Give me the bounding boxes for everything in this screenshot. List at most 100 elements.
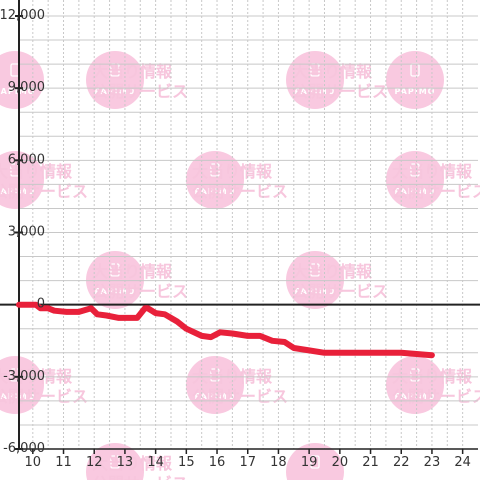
data-point bbox=[90, 307, 92, 309]
watermark-logo-text: PAPIMO bbox=[395, 87, 436, 96]
data-point bbox=[164, 313, 166, 315]
data-point bbox=[78, 311, 80, 313]
data-point bbox=[176, 321, 178, 323]
watermark-logo-text: PAPIMO bbox=[295, 87, 336, 96]
data-point bbox=[339, 352, 341, 354]
data-point bbox=[247, 335, 249, 337]
watermark-line-2: 公開サービス bbox=[192, 387, 288, 406]
x-tick-label: 14 bbox=[147, 455, 164, 470]
watermark-logo bbox=[86, 443, 144, 480]
watermark-logo bbox=[386, 51, 444, 109]
x-tick-label: 24 bbox=[454, 455, 471, 470]
data-point bbox=[416, 353, 418, 355]
data-point bbox=[136, 317, 138, 319]
watermark-logo bbox=[286, 251, 344, 309]
x-tick-label: 20 bbox=[332, 455, 349, 470]
data-point bbox=[144, 307, 146, 309]
x-tick-label: 11 bbox=[55, 455, 72, 470]
x-tick-label: 22 bbox=[393, 455, 410, 470]
watermark-line-1: 大当り情報 bbox=[92, 62, 173, 81]
x-tick-label: 19 bbox=[301, 455, 318, 470]
y-tick-label: -6,000 bbox=[3, 441, 45, 456]
watermark-phone-icon bbox=[310, 263, 320, 277]
x-tick-label: 12 bbox=[86, 455, 103, 470]
data-point bbox=[155, 312, 157, 314]
data-point bbox=[185, 328, 187, 330]
data-point bbox=[308, 349, 310, 351]
watermark-line-2: 公開サービス bbox=[292, 282, 388, 301]
watermark-phone-icon bbox=[210, 163, 220, 177]
watermark-logo bbox=[386, 356, 444, 414]
watermark-logo bbox=[286, 51, 344, 109]
x-tick-label: 16 bbox=[209, 455, 226, 470]
watermark-line-1: 大当り情報 bbox=[92, 262, 173, 281]
watermark-logo-text: PAPIMO bbox=[0, 187, 35, 196]
watermark-line-1: 大当り情報 bbox=[292, 62, 373, 81]
data-point bbox=[106, 314, 108, 316]
watermark-phone-icon bbox=[110, 455, 120, 469]
data-point bbox=[219, 331, 221, 333]
watermark-line-2: 公開サービス bbox=[0, 182, 88, 201]
data-point bbox=[431, 354, 433, 356]
watermark-logo bbox=[186, 151, 244, 209]
data-point bbox=[231, 333, 233, 335]
watermark-line-2: 公開サービス bbox=[92, 282, 188, 301]
x-tick-label: 13 bbox=[117, 455, 134, 470]
watermark-logo bbox=[86, 251, 144, 309]
watermark-logo bbox=[86, 51, 144, 109]
y-tick-label: 0 bbox=[37, 297, 45, 312]
x-tick-label: 15 bbox=[178, 455, 195, 470]
y-tick-label: 3,000 bbox=[8, 225, 45, 240]
data-point bbox=[293, 347, 295, 349]
data-point bbox=[201, 335, 203, 337]
data-point bbox=[147, 307, 149, 309]
x-tick-label: 17 bbox=[239, 455, 256, 470]
x-tick-label: 18 bbox=[270, 455, 287, 470]
watermark-logo-text: PAPIMO bbox=[0, 392, 35, 401]
x-tick-label: 23 bbox=[424, 455, 441, 470]
data-point bbox=[35, 304, 37, 306]
watermark-line-1: 大当り情報 bbox=[192, 162, 273, 181]
data-point bbox=[39, 307, 41, 309]
watermark-logo bbox=[286, 443, 344, 480]
watermark-logo-text: PAPIMO bbox=[195, 392, 236, 401]
data-point bbox=[53, 310, 55, 312]
y-tick-label: 12,000 bbox=[0, 8, 45, 23]
grid-layer bbox=[19, 0, 478, 450]
x-tick-label: 21 bbox=[362, 455, 379, 470]
watermark-logo-text: PAPIMO bbox=[195, 187, 236, 196]
watermark-logo-text: PAPIMO bbox=[295, 287, 336, 296]
data-point bbox=[66, 311, 68, 313]
data-point bbox=[323, 352, 325, 354]
data-point bbox=[96, 313, 98, 315]
data-point bbox=[18, 304, 20, 306]
watermark-logo-text: PAPIMO bbox=[0, 87, 35, 96]
data-point bbox=[259, 335, 261, 337]
data-point bbox=[400, 352, 402, 354]
watermark-line-2: 公開サービス bbox=[92, 474, 188, 480]
watermark-logo-text: PAPIMO bbox=[395, 187, 436, 196]
watermark-line-2: 公開サービス bbox=[92, 82, 188, 101]
watermark-line-1: 大当り情報 bbox=[292, 262, 373, 281]
series-layer bbox=[16, 301, 435, 359]
y-tick-label: 6,000 bbox=[8, 152, 45, 167]
watermark-logo-text: PAPIMO bbox=[395, 392, 436, 401]
data-point bbox=[271, 340, 273, 342]
watermark-line-2: 公開サービス bbox=[192, 182, 288, 201]
data-point bbox=[370, 352, 372, 354]
watermark-phone-icon bbox=[410, 163, 420, 177]
watermark-logo-text: PAPIMO bbox=[95, 87, 136, 96]
data-point bbox=[284, 341, 286, 343]
y-tick-label: -3,000 bbox=[3, 369, 45, 384]
y-tick-label: 9,000 bbox=[8, 80, 45, 95]
watermark-line-2: 公開サービス bbox=[392, 182, 480, 201]
watermark-layer: PAPIMO PAPIMO PAPIMO PAPIMO PAPIMO PAPIMO PAPI… bbox=[0, 51, 480, 480]
data-point bbox=[118, 317, 120, 319]
watermark-line-2: 公開サービス bbox=[392, 387, 480, 406]
watermark-logo bbox=[386, 151, 444, 209]
data-point bbox=[210, 336, 212, 338]
watermark-phone-icon bbox=[410, 368, 420, 382]
